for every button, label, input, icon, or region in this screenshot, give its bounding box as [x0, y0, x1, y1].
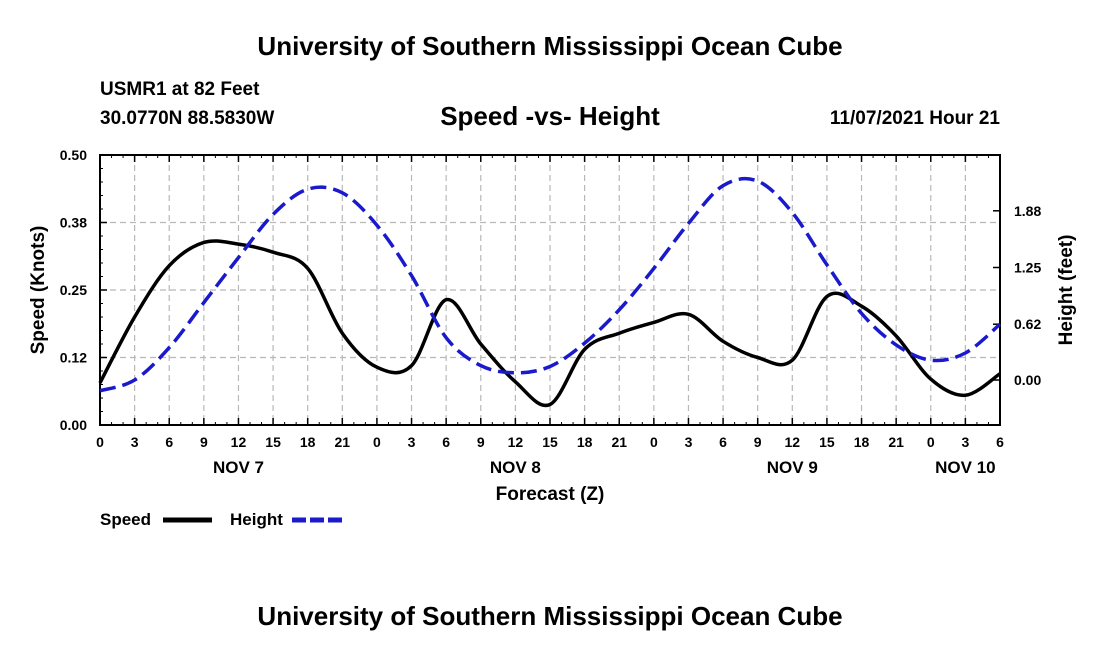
axis-ticks: 0 3 6 9 12 15 18 21 0 3 6 9 12 15 18 21 0 3 6 9 12 15 18 21 0 3 6N… [60, 147, 1042, 477]
y-axis-left-label: Speed (Knots) [28, 226, 49, 355]
x-tick-label: 3 [131, 434, 139, 450]
legend-speed-label: Speed [100, 510, 151, 529]
x-day-label: NOV 8 [490, 458, 541, 477]
x-tick-label: 0 [650, 434, 658, 450]
grid-lines [100, 155, 1000, 425]
y-right-tick-label: 1.88 [1014, 203, 1041, 219]
x-tick-label: 6 [442, 434, 450, 450]
x-tick-label: 18 [300, 434, 316, 450]
x-tick-label: 15 [265, 434, 281, 450]
x-tick-label: 15 [819, 434, 835, 450]
x-tick-label: 15 [542, 434, 558, 450]
x-tick-label: 6 [996, 434, 1004, 450]
chart-title: Speed -vs- Height [440, 101, 660, 131]
page-title: University of Southern Mississippi Ocean… [257, 31, 842, 61]
series-layer [98, 176, 1002, 408]
x-tick-label: 3 [961, 434, 969, 450]
x-tick-label: 0 [373, 434, 381, 450]
legend-height-label: Height [230, 510, 283, 529]
y-left-tick-label: 0.38 [60, 215, 87, 231]
y-axis-right-label: Height (feet) [1056, 235, 1077, 346]
legend: Speed Height [100, 510, 342, 529]
x-tick-label: 0 [927, 434, 935, 450]
station-label: USMR1 at 82 Feet [100, 79, 260, 100]
x-day-label: NOV 7 [213, 458, 264, 477]
y-left-tick-label: 0.00 [60, 417, 87, 433]
y-left-tick-label: 0.25 [60, 282, 87, 298]
x-tick-label: 18 [854, 434, 870, 450]
x-tick-label: 21 [611, 434, 627, 450]
x-tick-label: 3 [685, 434, 693, 450]
x-tick-label: 12 [508, 434, 524, 450]
coordinates-label: 30.0770N 88.5830W [100, 108, 274, 129]
x-tick-label: 6 [165, 434, 173, 450]
y-right-tick-label: 1.25 [1014, 260, 1041, 276]
x-tick-label: 18 [577, 434, 593, 450]
x-day-label: NOV 10 [935, 458, 995, 477]
x-tick-label: 3 [408, 434, 416, 450]
y-right-tick-label: 0.00 [1014, 372, 1041, 388]
x-tick-label: 9 [754, 434, 762, 450]
x-tick-label: 12 [231, 434, 247, 450]
x-tick-label: 21 [335, 434, 351, 450]
x-tick-label: 9 [200, 434, 208, 450]
y-right-tick-label: 0.62 [1014, 316, 1041, 332]
y-left-tick-label: 0.50 [60, 147, 87, 163]
y-left-tick-label: 0.12 [60, 350, 87, 366]
x-tick-label: 9 [477, 434, 485, 450]
x-tick-label: 6 [719, 434, 727, 450]
x-tick-label: 21 [888, 434, 904, 450]
x-tick-label: 0 [96, 434, 104, 450]
series-line-height [99, 176, 1002, 393]
footer-title: University of Southern Mississippi Ocean… [257, 601, 842, 631]
x-axis-label: Forecast (Z) [496, 484, 605, 505]
x-tick-label: 12 [785, 434, 801, 450]
datetime-label: 11/07/2021 Hour 21 [830, 108, 1000, 129]
x-day-label: NOV 9 [767, 458, 818, 477]
